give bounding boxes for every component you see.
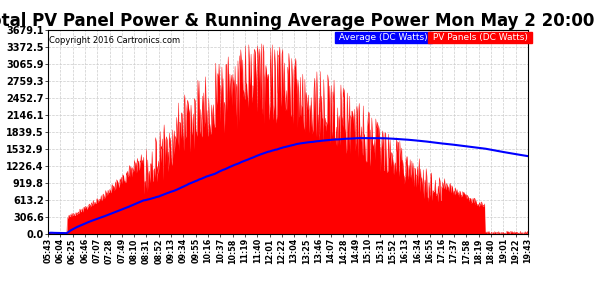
Text: PV Panels (DC Watts): PV Panels (DC Watts): [430, 33, 530, 42]
Title: Total PV Panel Power & Running Average Power Mon May 2 20:00: Total PV Panel Power & Running Average P…: [0, 12, 595, 30]
Text: Average (DC Watts): Average (DC Watts): [336, 33, 431, 42]
Text: Copyright 2016 Cartronics.com: Copyright 2016 Cartronics.com: [49, 36, 180, 45]
